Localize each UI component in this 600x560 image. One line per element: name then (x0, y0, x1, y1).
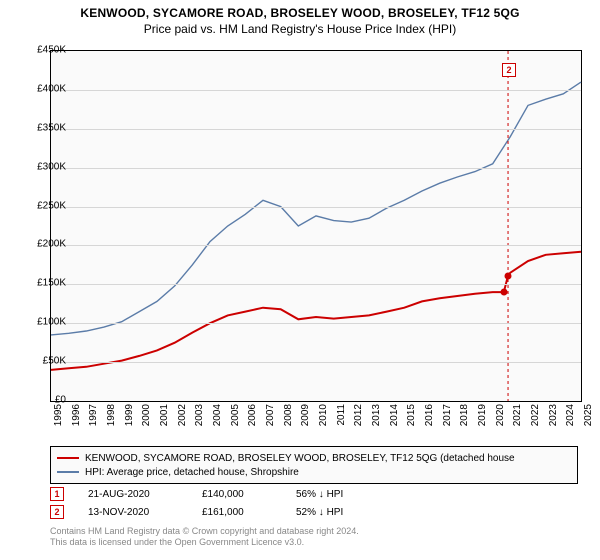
legend-swatch (57, 471, 79, 472)
event-marker-icon: 2 (50, 505, 64, 519)
x-tick-label: 2006 (247, 404, 258, 426)
x-tick-label: 2023 (548, 404, 559, 426)
x-tick-label: 2004 (212, 404, 223, 426)
legend-box: KENWOOD, SYCAMORE ROAD, BROSELEY WOOD, B… (50, 446, 578, 484)
price-point-icon (505, 272, 512, 279)
x-tick-label: 1997 (88, 404, 99, 426)
y-tick-label: £150K (22, 278, 66, 289)
x-tick-label: 2024 (565, 404, 576, 426)
x-tick-label: 2002 (177, 404, 188, 426)
plot-area: 2 (50, 50, 582, 402)
x-tick-label: 2003 (194, 404, 205, 426)
x-tick-label: 2015 (406, 404, 417, 426)
event-marker-icon: 1 (50, 487, 64, 501)
x-tick-label: 1995 (53, 404, 64, 426)
events-table: 1 21-AUG-2020 £140,000 56% ↓ HPI 2 13-NO… (50, 486, 376, 522)
event-price: £140,000 (202, 489, 272, 500)
title-block: KENWOOD, SYCAMORE ROAD, BROSELEY WOOD, B… (0, 0, 600, 36)
event-price: £161,000 (202, 507, 272, 518)
x-tick-label: 1999 (124, 404, 135, 426)
event-row: 2 13-NOV-2020 £161,000 52% ↓ HPI (50, 504, 376, 520)
legend-label: HPI: Average price, detached house, Shro… (85, 467, 299, 478)
event-row: 1 21-AUG-2020 £140,000 56% ↓ HPI (50, 486, 376, 502)
legend-swatch (57, 457, 79, 459)
x-tick-label: 2020 (495, 404, 506, 426)
legend-label: KENWOOD, SYCAMORE ROAD, BROSELEY WOOD, B… (85, 453, 515, 464)
chart-container: KENWOOD, SYCAMORE ROAD, BROSELEY WOOD, B… (0, 0, 600, 560)
legend-row: KENWOOD, SYCAMORE ROAD, BROSELEY WOOD, B… (57, 451, 571, 465)
x-tick-label: 2016 (424, 404, 435, 426)
chart-svg (51, 51, 581, 401)
x-tick-label: 2011 (336, 404, 347, 426)
x-tick-label: 2018 (459, 404, 470, 426)
footer-attribution: Contains HM Land Registry data © Crown c… (50, 526, 359, 549)
x-tick-label: 2021 (512, 404, 523, 426)
x-tick-label: 2014 (389, 404, 400, 426)
title-line-1: KENWOOD, SYCAMORE ROAD, BROSELEY WOOD, B… (0, 6, 600, 20)
footer-line: This data is licensed under the Open Gov… (50, 537, 359, 548)
y-tick-label: £400K (22, 83, 66, 94)
footer-line: Contains HM Land Registry data © Crown c… (50, 526, 359, 537)
x-tick-label: 2019 (477, 404, 488, 426)
event-date: 21-AUG-2020 (88, 489, 178, 500)
y-tick-label: £250K (22, 200, 66, 211)
x-tick-label: 2022 (530, 404, 541, 426)
y-tick-label: £300K (22, 161, 66, 172)
x-tick-label: 2005 (230, 404, 241, 426)
y-tick-label: £100K (22, 317, 66, 328)
event-delta: 52% ↓ HPI (296, 507, 376, 518)
series-line-property (51, 252, 581, 370)
x-tick-label: 2001 (159, 404, 170, 426)
x-tick-label: 1998 (106, 404, 117, 426)
y-tick-label: £200K (22, 239, 66, 250)
x-tick-label: 2010 (318, 404, 329, 426)
event-date: 13-NOV-2020 (88, 507, 178, 518)
x-tick-label: 2000 (141, 404, 152, 426)
x-tick-label: 2017 (442, 404, 453, 426)
x-tick-label: 2025 (583, 404, 594, 426)
legend-row: HPI: Average price, detached house, Shro… (57, 465, 571, 479)
x-tick-label: 2007 (265, 404, 276, 426)
x-tick-label: 2009 (300, 404, 311, 426)
x-tick-label: 1996 (71, 404, 82, 426)
marker-callout-icon: 2 (502, 63, 516, 77)
series-line-hpi (51, 82, 581, 335)
x-tick-label: 2012 (353, 404, 364, 426)
x-tick-label: 2008 (283, 404, 294, 426)
y-tick-label: £50K (22, 356, 66, 367)
y-tick-label: £350K (22, 122, 66, 133)
x-tick-label: 2013 (371, 404, 382, 426)
y-tick-label: £450K (22, 45, 66, 56)
price-point-icon (500, 289, 507, 296)
title-line-2: Price paid vs. HM Land Registry's House … (0, 22, 600, 36)
event-delta: 56% ↓ HPI (296, 489, 376, 500)
